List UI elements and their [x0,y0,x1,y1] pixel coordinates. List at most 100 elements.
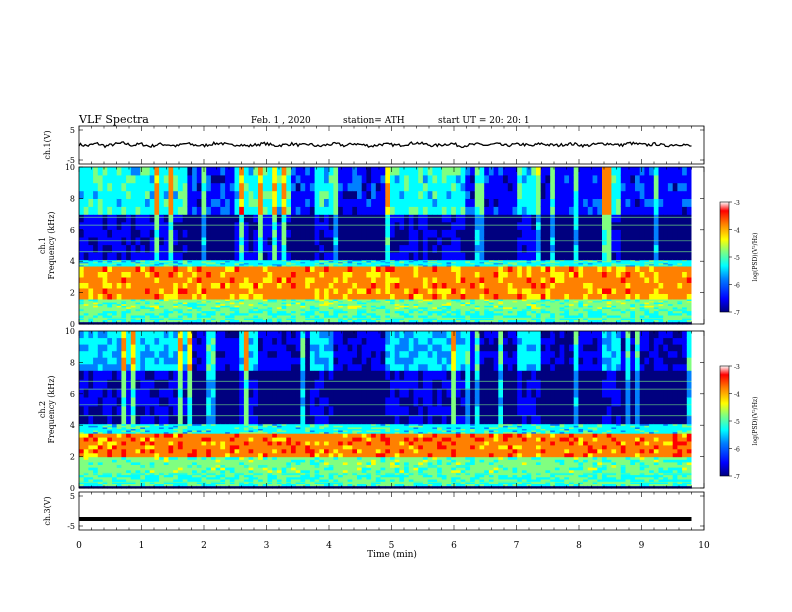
spectrogram-cell [422,252,429,261]
spectrogram-cell [154,252,160,261]
spectrogram-cell [616,287,622,294]
spectrogram-cell [404,305,410,308]
spectrogram-cell [253,310,259,314]
spectrogram-cell [163,271,170,278]
spectrogram-cell [413,261,419,264]
spectrogram-cell [394,264,400,267]
spectrogram-cell [521,167,528,176]
spectrogram-cell [314,260,320,263]
spectrogram-cell [592,310,598,314]
spectrogram-cell [220,300,226,303]
spectrogram-cell [484,264,490,267]
spectrogram-cell [97,306,104,309]
spectrogram-cell [295,315,301,318]
spectrogram-cell [295,206,301,215]
spectrogram-cell [587,198,594,207]
spectrogram-cell [503,167,509,176]
spectrogram-cell [479,282,485,289]
spectrogram-cell [540,244,546,253]
spectrogram-cell [361,293,367,300]
spectrogram-cell [291,229,297,238]
spectrogram-cell [107,229,113,238]
spectrogram-cell [399,261,405,264]
spectrogram-cell [512,167,518,176]
spectrogram-cell [357,206,363,215]
spectrogram-cell [408,263,415,266]
spectrogram-cell [295,312,301,316]
spectrogram-cell [324,315,330,318]
spectrogram-cell [573,298,579,302]
spectrogram-cell [140,174,146,184]
spectrogram-cell [536,167,542,176]
spectrogram-cell [503,221,509,230]
spectrogram-cell [314,214,320,223]
spectrogram-cell [130,300,137,303]
spectrogram-cell [479,298,485,302]
spectrogram-cell [154,302,160,305]
spectrogram-cell [248,198,254,207]
spectrogram-cell [432,263,438,266]
spectrogram-cell [531,265,537,272]
spectrogram-cell [192,264,198,267]
spectrogram-cell [192,167,198,176]
spectrogram-cell [592,271,598,278]
spectrogram-cell [177,206,184,215]
spectrogram-cell [272,315,278,318]
spectrogram-cell [281,229,287,238]
spectrogram-cell [606,262,612,265]
spectrogram-cell [357,319,363,323]
spectrogram-cell [88,221,94,230]
spectrogram-cell [107,190,113,199]
spectrogram-cell [564,306,570,309]
spectrogram-cell [140,305,146,308]
spectrogram-cell [309,306,316,309]
spectrogram-cell [569,302,575,305]
spectrogram-cell [88,271,94,278]
spectrogram-cell [102,259,108,262]
spectrogram-cell [145,244,151,253]
spectrogram-cell [88,259,94,262]
spectrogram-cell [540,221,546,230]
spectrogram-cell [460,287,466,294]
spectrogram-cell [366,302,372,305]
spectrogram-cell [83,293,89,300]
spectrogram-cell [145,263,151,266]
spectrogram-cell [390,206,396,215]
spectrogram-cell [229,229,236,238]
spectrogram-cell [215,214,221,223]
spectrogram-cell [616,312,622,316]
spectrogram-cell [338,305,344,308]
spectrogram-cell [182,276,188,283]
spectrogram-cell [272,244,278,253]
spectrogram-cell [474,298,481,302]
spectrogram-cell [446,174,452,184]
spectrogram-cell [432,310,438,314]
spectrogram-cell [309,293,316,300]
spectrogram-cell [324,271,330,278]
spectrogram-cell [413,182,419,192]
spectrogram-cell [380,198,386,207]
spectrogram-cell [465,263,471,266]
spectrogram-cell [225,310,231,314]
spectrogram-cell [474,260,481,263]
spectrogram-cell [135,293,141,300]
spectrogram-cell [309,276,316,283]
spectrogram-cell [583,319,589,323]
spectrogram-cell [300,244,306,253]
spectrogram-cell [427,305,433,308]
spectrogram-cell [305,276,311,283]
spectrogram-cell [234,315,240,318]
spectrogram-cell [394,206,400,215]
spectrogram-cell [394,293,400,300]
spectrogram-cell [602,319,608,323]
spectrogram-cell [102,265,108,272]
spectrogram-cell [493,276,499,283]
spectrogram-cell [145,252,151,261]
spectrogram-cell [498,263,504,266]
spectrogram-cell [295,262,301,265]
spectrogram-cell [498,282,504,289]
spectrogram-cell [154,300,160,303]
spectrogram-cell [107,198,113,207]
spectrogram-cell [554,259,561,262]
spectrogram-cell [536,312,542,316]
